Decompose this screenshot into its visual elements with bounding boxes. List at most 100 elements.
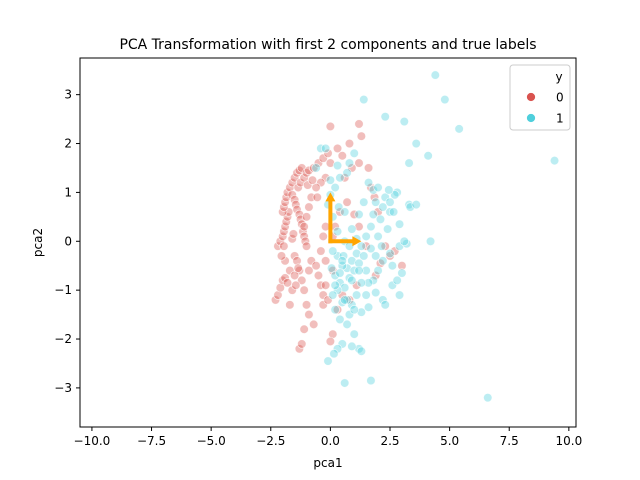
point-class-1 <box>385 248 395 259</box>
point-class-0 <box>385 251 395 261</box>
point-class-1 <box>425 236 436 246</box>
point-class-1 <box>373 182 383 193</box>
point-class-0 <box>318 153 328 163</box>
point-class-1 <box>342 168 352 178</box>
x-tick-label: −7.5 <box>137 434 166 448</box>
point-class-0 <box>299 173 309 183</box>
point-class-1 <box>378 202 388 212</box>
point-class-0 <box>292 256 302 266</box>
x-tick-label: −5.0 <box>197 434 226 448</box>
point-class-1 <box>335 268 345 278</box>
point-class-1 <box>405 202 415 212</box>
point-class-1 <box>380 300 390 310</box>
point-class-1 <box>359 197 369 207</box>
point-class-1 <box>349 148 359 158</box>
chart-title: PCA Transformation with first 2 componen… <box>119 37 536 53</box>
point-class-0 <box>293 182 303 193</box>
point-class-0 <box>312 192 322 202</box>
point-class-1 <box>368 275 378 286</box>
point-class-1 <box>378 256 388 266</box>
point-class-1 <box>351 248 362 259</box>
point-class-1 <box>382 224 393 234</box>
point-class-0 <box>299 285 309 295</box>
point-class-1 <box>328 290 338 300</box>
point-class-0 <box>356 131 367 141</box>
point-class-0 <box>285 300 295 310</box>
point-class-0 <box>337 290 347 300</box>
point-class-1 <box>380 192 390 202</box>
point-class-1 <box>371 287 381 298</box>
point-class-1 <box>366 375 376 386</box>
point-class-0 <box>282 278 293 288</box>
point-class-0 <box>323 295 333 305</box>
point-class-1 <box>328 246 338 256</box>
point-class-1 <box>394 219 405 229</box>
point-class-1 <box>375 214 386 224</box>
point-class-1 <box>388 207 399 217</box>
point-class-0 <box>309 163 319 173</box>
point-class-1 <box>334 202 344 212</box>
point-class-1 <box>340 283 350 293</box>
point-class-0 <box>318 300 328 310</box>
plot-frame <box>79 57 577 428</box>
point-class-1 <box>430 70 440 80</box>
point-class-0 <box>275 283 285 293</box>
point-class-1 <box>359 251 369 261</box>
point-class-0 <box>354 158 364 168</box>
point-class-0 <box>295 177 306 188</box>
point-class-0 <box>309 319 319 330</box>
legend-entry: 1 <box>526 112 564 126</box>
axes: −10.0 −7.5 −5.0 −2.5 0.0 2.5 5.0 7.5 10.0 −3 −2 −1 0… <box>54 57 582 448</box>
point-class-0 <box>297 275 307 286</box>
legend-title: y <box>555 70 562 84</box>
point-class-1 <box>411 138 421 149</box>
point-class-0 <box>292 204 302 215</box>
y-tick-label: 0 <box>64 234 72 248</box>
x-axis-label: pca1 <box>313 456 342 470</box>
point-class-0 <box>304 265 314 276</box>
point-class-0 <box>361 241 371 251</box>
point-class-1 <box>371 251 381 261</box>
point-class-0 <box>280 256 290 266</box>
point-class-0 <box>347 163 357 173</box>
point-class-0 <box>325 336 336 347</box>
point-class-1 <box>363 278 374 288</box>
point-class-1 <box>316 143 326 154</box>
point-class-1 <box>385 197 395 207</box>
point-class-0 <box>289 173 300 183</box>
point-class-1 <box>337 256 347 266</box>
point-class-1 <box>366 243 376 254</box>
point-class-0 <box>351 280 362 290</box>
point-class-0 <box>397 261 407 271</box>
legend-marker <box>526 92 536 102</box>
point-class-0 <box>318 290 328 300</box>
point-class-1 <box>387 261 398 271</box>
component-arrow <box>328 236 362 247</box>
point-class-1 <box>366 221 376 232</box>
y-tick-label: 1 <box>64 185 72 199</box>
point-class-0 <box>354 119 364 129</box>
point-class-1 <box>384 185 394 195</box>
point-class-1 <box>373 265 383 276</box>
point-class-0 <box>344 138 355 149</box>
point-class-1 <box>332 285 343 295</box>
point-class-0 <box>288 229 299 239</box>
y-tick-label: 3 <box>64 88 72 102</box>
point-class-0 <box>304 309 314 320</box>
point-class-0 <box>316 177 326 188</box>
point-class-0 <box>303 180 313 190</box>
arrow-layer <box>325 192 362 247</box>
legend-label: 1 <box>556 112 564 126</box>
point-class-1 <box>483 393 493 403</box>
point-class-0 <box>332 305 343 315</box>
x-tick-label: 7.5 <box>500 434 519 448</box>
legend-label: 0 <box>556 91 564 105</box>
point-class-0 <box>289 270 300 281</box>
point-class-1 <box>320 143 331 154</box>
point-class-0 <box>299 221 309 232</box>
x-tick-label: 0.0 <box>321 434 340 448</box>
point-class-0 <box>307 175 318 185</box>
point-class-0 <box>301 241 312 251</box>
point-class-1 <box>344 309 355 320</box>
point-class-1 <box>332 344 343 354</box>
